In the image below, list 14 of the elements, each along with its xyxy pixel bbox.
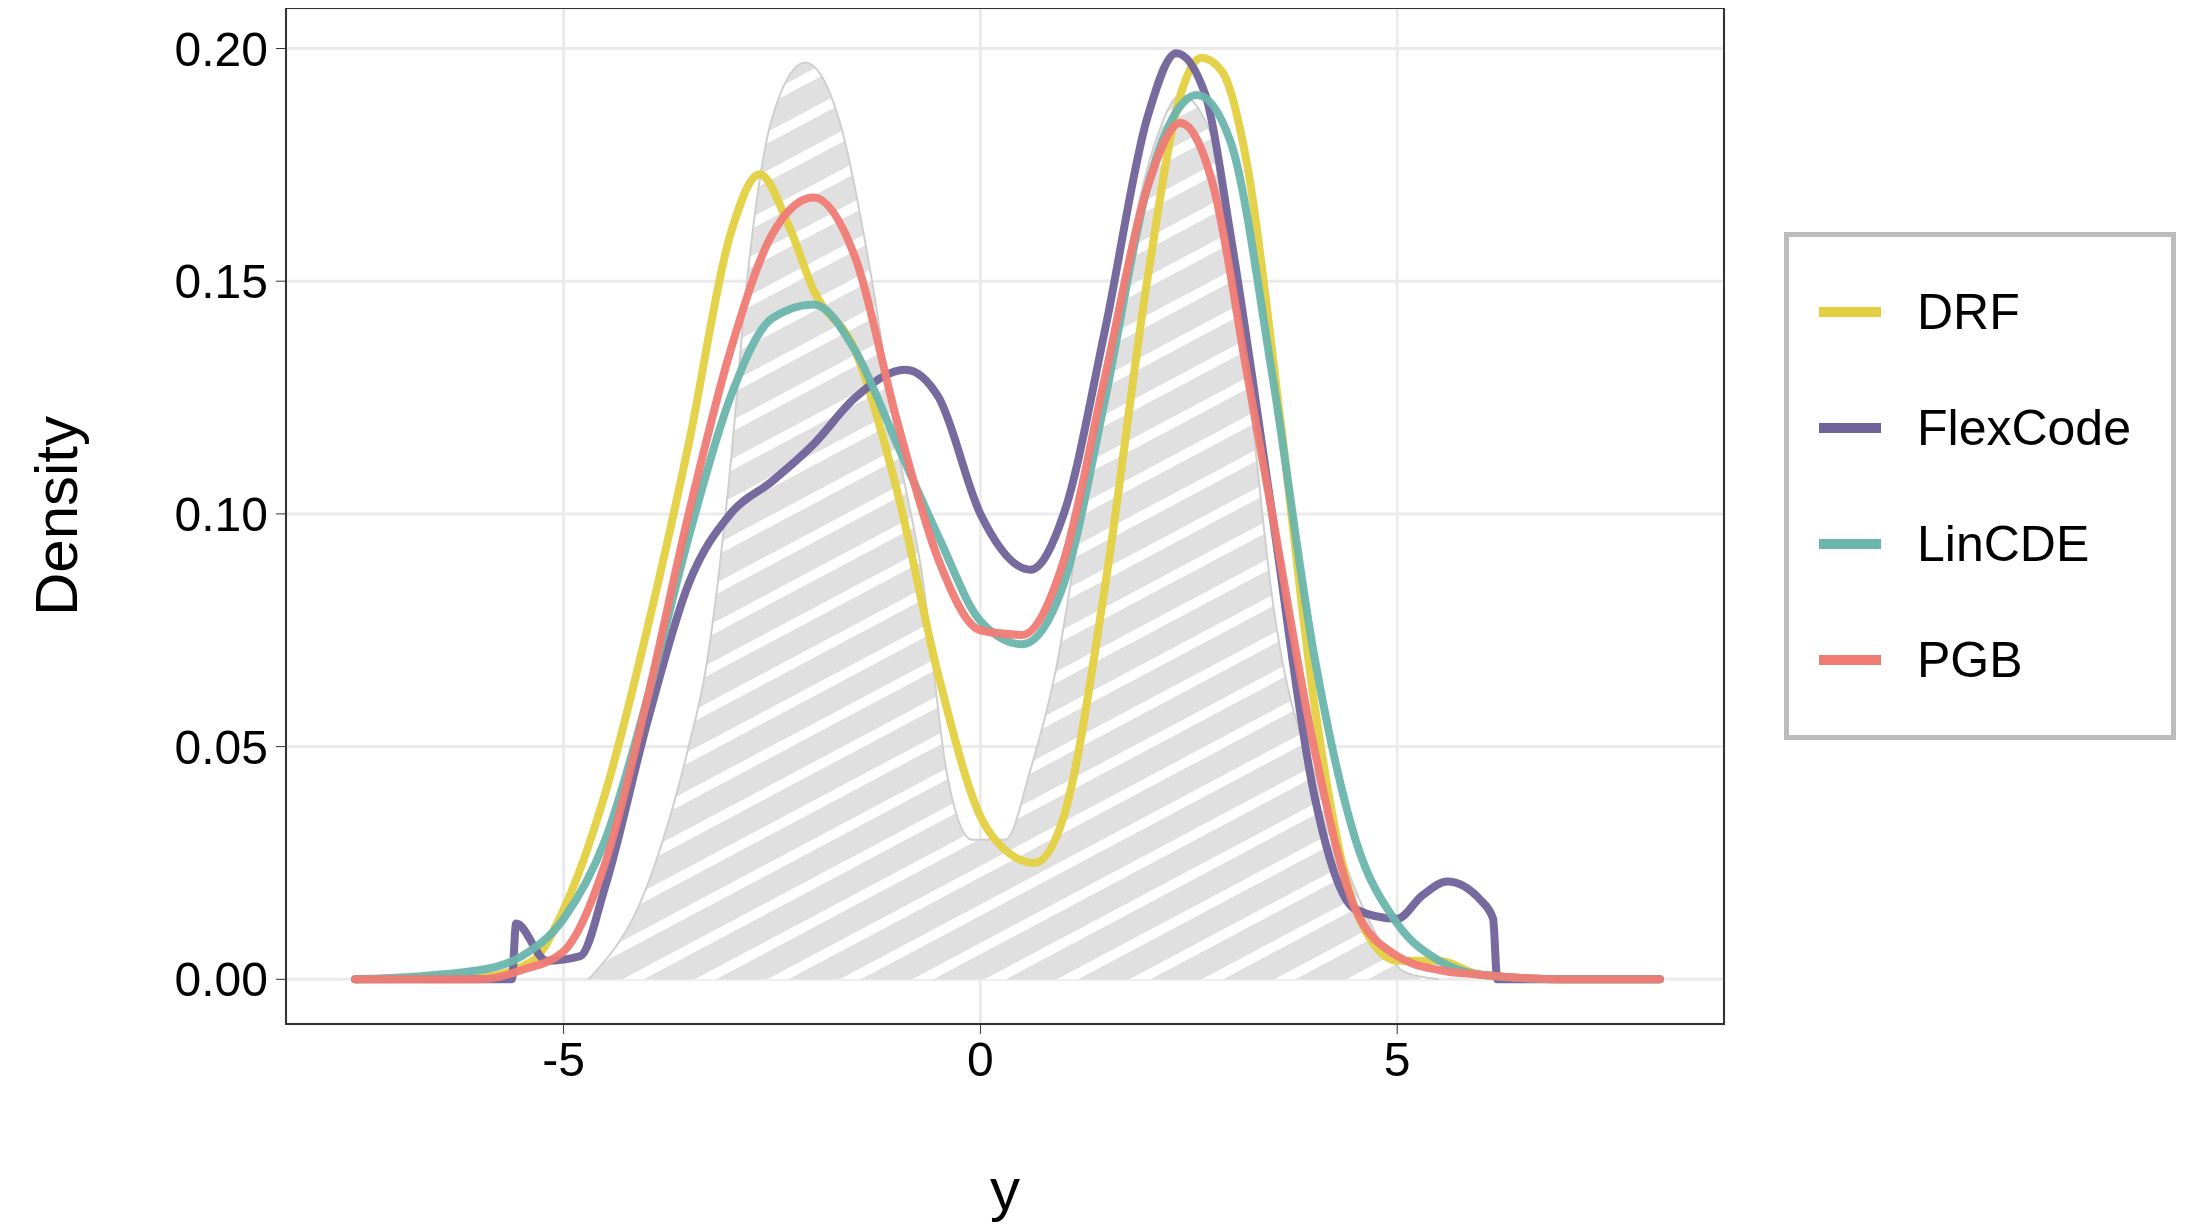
legend-label: LinCDE (1917, 515, 2090, 573)
x-tick-label: 0 (967, 1033, 994, 1087)
legend-label: PGB (1917, 631, 2023, 689)
x-tick-label: 5 (1383, 1033, 1411, 1087)
y-tick-label: 0.20 (174, 22, 268, 76)
x-tick-label: -5 (542, 1033, 585, 1087)
legend-label: DRF (1917, 283, 2020, 341)
legend-label: FlexCode (1917, 399, 2131, 457)
y-tick-label: 0.00 (174, 953, 268, 1007)
x-axis-title: y (990, 1156, 1020, 1223)
y-tick-label: 0.15 (174, 255, 268, 309)
y-tick-label: 0.10 (174, 487, 268, 541)
y-axis-title: Density (23, 415, 91, 617)
y-tick-label: 0.05 (174, 720, 268, 774)
